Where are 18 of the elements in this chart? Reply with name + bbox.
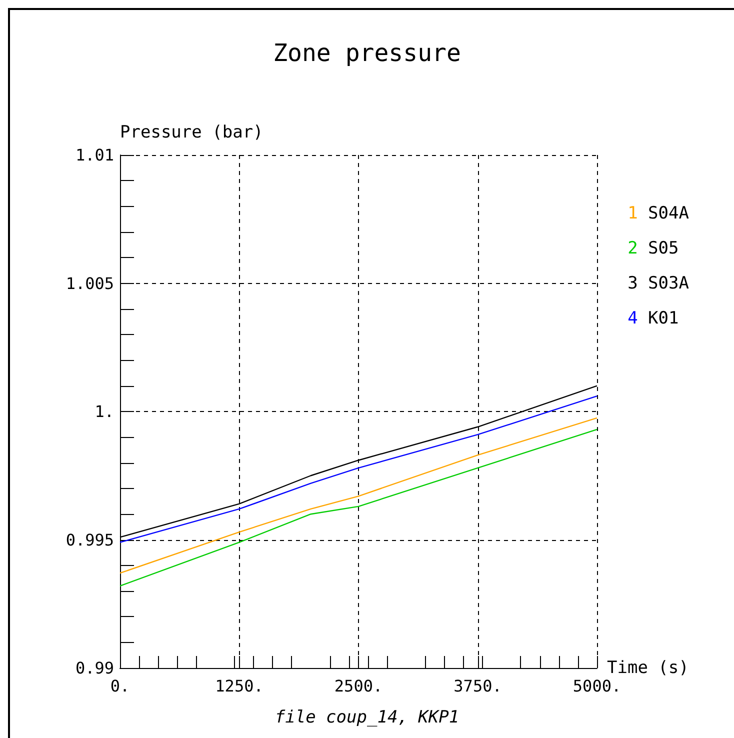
text: 2 S05 xyxy=(628,238,679,258)
y-tick-label: 1. xyxy=(94,402,114,421)
y-axis-title: Pressure (bar) xyxy=(120,122,264,142)
x-tick-label: 3750. xyxy=(454,676,502,696)
text: file coup_14, KKP1 xyxy=(274,708,460,728)
x-axis-title: Time (s) xyxy=(607,658,689,678)
y-tick-label: 1.005 xyxy=(66,274,114,293)
y-tick-label: 0.995 xyxy=(66,530,114,550)
x-tick-label: 5000. xyxy=(572,676,622,696)
y-tick-label: 1.01 xyxy=(75,146,114,164)
text: 4 K01 xyxy=(628,308,679,328)
chart-title: Zone pressure xyxy=(273,39,461,67)
text: 1 S04A xyxy=(628,204,690,224)
text: 3 S03A xyxy=(628,274,690,294)
x-tick-label: 2500. xyxy=(334,676,383,696)
x-tick-label: 1250. xyxy=(215,676,264,696)
y-tick-label: 0.99 xyxy=(75,658,114,678)
x-tick-label: 0. xyxy=(110,676,130,696)
